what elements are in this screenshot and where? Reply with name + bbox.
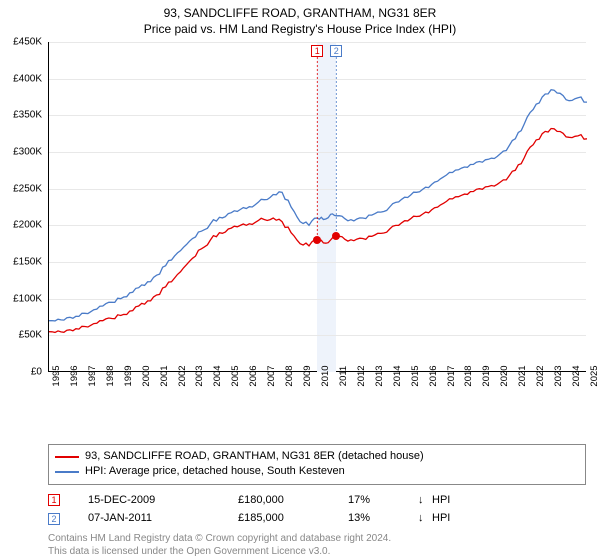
series-price_paid xyxy=(49,129,587,333)
down-arrow-icon: ↓ xyxy=(418,491,432,510)
chart-lines xyxy=(49,42,587,372)
y-tick-label: £150K xyxy=(2,257,42,268)
sale-suffix: HPI xyxy=(432,491,450,510)
sales-row: 1 15-DEC-2009£180,00017%↓HPI xyxy=(48,491,586,510)
sale-marker-box-1: 1 xyxy=(311,45,323,57)
footer: Contains HM Land Registry data © Crown c… xyxy=(48,532,586,558)
y-tick-label: £200K xyxy=(2,220,42,231)
footer-line-2: This data is licensed under the Open Gov… xyxy=(48,545,586,558)
plot-wrap: 12 £0£50K£100K£150K£200K£250K£300K£350K£… xyxy=(48,42,586,410)
down-arrow-icon: ↓ xyxy=(418,509,432,528)
legend-swatch xyxy=(55,456,79,458)
y-tick-label: £450K xyxy=(2,37,42,48)
legend-box: 93, SANDCLIFFE ROAD, GRANTHAM, NG31 8ER … xyxy=(48,444,586,485)
sale-date: 07-JAN-2011 xyxy=(88,509,238,528)
legend-label: HPI: Average price, detached house, Sout… xyxy=(85,464,345,479)
y-tick-label: £400K xyxy=(2,73,42,84)
sales-marker-box: 1 xyxy=(48,494,60,506)
y-tick-label: £300K xyxy=(2,147,42,158)
y-tick-label: £350K xyxy=(2,110,42,121)
sale-price: £185,000 xyxy=(238,509,348,528)
sales-table: 1 15-DEC-2009£180,00017%↓HPI 2 07-JAN-2011£… xyxy=(48,491,586,528)
footer-line-1: Contains HM Land Registry data © Crown c… xyxy=(48,532,586,545)
chart-title: 93, SANDCLIFFE ROAD, GRANTHAM, NG31 8ER xyxy=(0,0,600,22)
sale-pct: 13% xyxy=(348,509,418,528)
sale-marker-box-2: 2 xyxy=(330,45,342,57)
y-tick-label: £50K xyxy=(2,330,42,341)
legend-row-hpi: HPI: Average price, detached house, Sout… xyxy=(55,464,579,479)
legend-swatch xyxy=(55,471,79,473)
sale-dot-1 xyxy=(313,236,321,244)
legend: 93, SANDCLIFFE ROAD, GRANTHAM, NG31 8ER … xyxy=(48,444,586,558)
legend-row-price_paid: 93, SANDCLIFFE ROAD, GRANTHAM, NG31 8ER … xyxy=(55,449,579,464)
sale-pct: 17% xyxy=(348,491,418,510)
x-tick-label: 2025 xyxy=(589,365,600,386)
sales-marker-box: 2 xyxy=(48,513,60,525)
sales-row: 2 07-JAN-2011£185,00013%↓HPI xyxy=(48,509,586,528)
chart-subtitle: Price paid vs. HM Land Registry's House … xyxy=(0,22,600,38)
series-hpi xyxy=(49,90,587,321)
y-tick-label: £100K xyxy=(2,293,42,304)
sale-dot-2 xyxy=(332,232,340,240)
plot-area: 12 xyxy=(48,42,586,372)
y-tick-label: £250K xyxy=(2,183,42,194)
sale-date: 15-DEC-2009 xyxy=(88,491,238,510)
sale-suffix: HPI xyxy=(432,509,450,528)
y-tick-label: £0 xyxy=(2,367,42,378)
sale-price: £180,000 xyxy=(238,491,348,510)
legend-label: 93, SANDCLIFFE ROAD, GRANTHAM, NG31 8ER … xyxy=(85,449,424,464)
